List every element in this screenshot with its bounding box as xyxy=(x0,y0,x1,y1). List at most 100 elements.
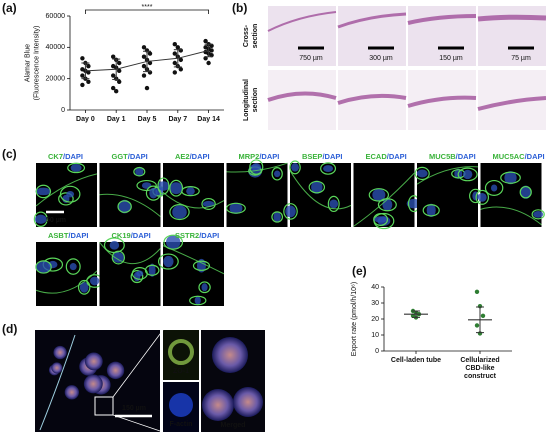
cell xyxy=(168,339,194,365)
cell xyxy=(233,387,263,417)
data-point xyxy=(147,51,153,56)
data-point xyxy=(141,63,147,69)
stain-label-part: /DAPI xyxy=(128,152,148,161)
stain-label: BSEP/DAPI xyxy=(302,152,342,161)
cell xyxy=(212,337,248,373)
scale-bar-label: 150 µm xyxy=(122,405,146,412)
tissue-layer xyxy=(267,11,337,32)
stain-label-part: CK19 xyxy=(112,231,131,240)
data-point xyxy=(172,70,177,75)
histology-image xyxy=(268,70,336,130)
data-point xyxy=(178,57,183,63)
stain xyxy=(283,203,298,220)
nucleus xyxy=(504,171,517,185)
nucleus xyxy=(229,202,243,214)
stain-label-part: GGT xyxy=(112,152,129,161)
nucleus xyxy=(201,283,208,292)
data-point xyxy=(114,89,119,94)
y-axis-label: (Fluorescence Intensity) xyxy=(33,26,40,101)
nucleus xyxy=(519,185,532,199)
stain-label: MUC5B/DAPI xyxy=(429,152,476,161)
stain xyxy=(531,209,545,220)
cell xyxy=(84,352,103,371)
zoom-box xyxy=(94,396,114,416)
x-tick-label: Day 7 xyxy=(168,116,187,123)
stain xyxy=(163,234,184,250)
data-point xyxy=(144,85,150,91)
cell xyxy=(106,361,125,380)
stain-label-part: /DAPI xyxy=(387,152,407,161)
histology-image xyxy=(268,6,336,66)
nucleus xyxy=(149,187,158,199)
stain xyxy=(169,179,184,197)
channel-label: F-actin xyxy=(170,421,193,428)
nucleus xyxy=(70,163,82,172)
nucleus xyxy=(89,276,100,286)
cell xyxy=(51,362,63,374)
data-point xyxy=(203,38,208,44)
nucleus xyxy=(186,187,195,196)
stain xyxy=(484,179,504,196)
x-tick-label: Cellularized xyxy=(460,357,499,364)
fiber xyxy=(480,206,542,226)
x-tick-label: Day 1 xyxy=(107,116,126,123)
scale-bar-label: 150 µm xyxy=(439,55,463,62)
micrograph xyxy=(163,242,224,306)
stain xyxy=(157,177,170,195)
stain xyxy=(414,166,430,181)
nucleus xyxy=(194,296,201,305)
nucleus xyxy=(165,235,181,250)
panel-label: (c) xyxy=(2,147,17,161)
fiber xyxy=(35,173,98,207)
micrograph xyxy=(290,163,351,227)
nucleus xyxy=(273,170,281,178)
data-point xyxy=(141,73,147,78)
nucleus xyxy=(533,211,544,218)
nucleus xyxy=(36,261,51,273)
stain xyxy=(189,295,207,306)
stain xyxy=(77,279,91,295)
fiber xyxy=(353,172,415,227)
stain-label-part: /DAPI xyxy=(322,152,342,161)
channel-label: Merged xyxy=(221,422,246,429)
data-point xyxy=(172,42,177,47)
scale-bar-label: 300 µm xyxy=(369,55,393,62)
data-point xyxy=(80,56,85,61)
stain xyxy=(373,213,389,226)
stain-label: ASBT/DAPI xyxy=(48,231,88,240)
stain-label: ECAD/DAPI xyxy=(366,152,407,161)
y-tick-label: 0 xyxy=(375,348,379,355)
nucleus xyxy=(426,203,436,217)
fiber xyxy=(162,191,225,209)
stain xyxy=(111,250,126,265)
tissue-layer xyxy=(477,96,546,111)
y-tick-label: 0 xyxy=(61,107,65,114)
data-point xyxy=(80,82,85,88)
stain-label-part: ECAD xyxy=(366,152,388,161)
stain xyxy=(157,253,179,270)
stain xyxy=(519,185,532,199)
stain-label-part: /DAPI xyxy=(63,152,83,161)
data-point xyxy=(117,79,122,85)
significance-bracket xyxy=(85,9,209,14)
data-point xyxy=(141,54,147,59)
nucleus xyxy=(163,255,174,268)
data-point xyxy=(178,48,183,53)
nucleus xyxy=(273,211,281,222)
stain-label: CK19/DAPI xyxy=(112,231,151,240)
data-point xyxy=(80,73,85,78)
scale-bar-label: 750 µm xyxy=(299,55,323,62)
y-tick-label: 40000 xyxy=(46,44,66,51)
cell xyxy=(83,374,103,394)
stain-label: MRP2/DAPI xyxy=(239,152,280,161)
nucleus xyxy=(490,184,498,192)
channel-label: ZO-1 xyxy=(173,368,189,375)
y-tick-label: 20000 xyxy=(46,76,66,83)
nucleus xyxy=(291,163,299,172)
nucleus xyxy=(462,169,473,180)
x-tick-label: Day 5 xyxy=(138,116,157,123)
significance-label: **** xyxy=(142,4,153,11)
y-axis-label: Export rate (pmol/h/10⁶) xyxy=(351,282,358,356)
stain-label-part: CK7 xyxy=(48,152,63,161)
nucleus xyxy=(141,182,152,189)
